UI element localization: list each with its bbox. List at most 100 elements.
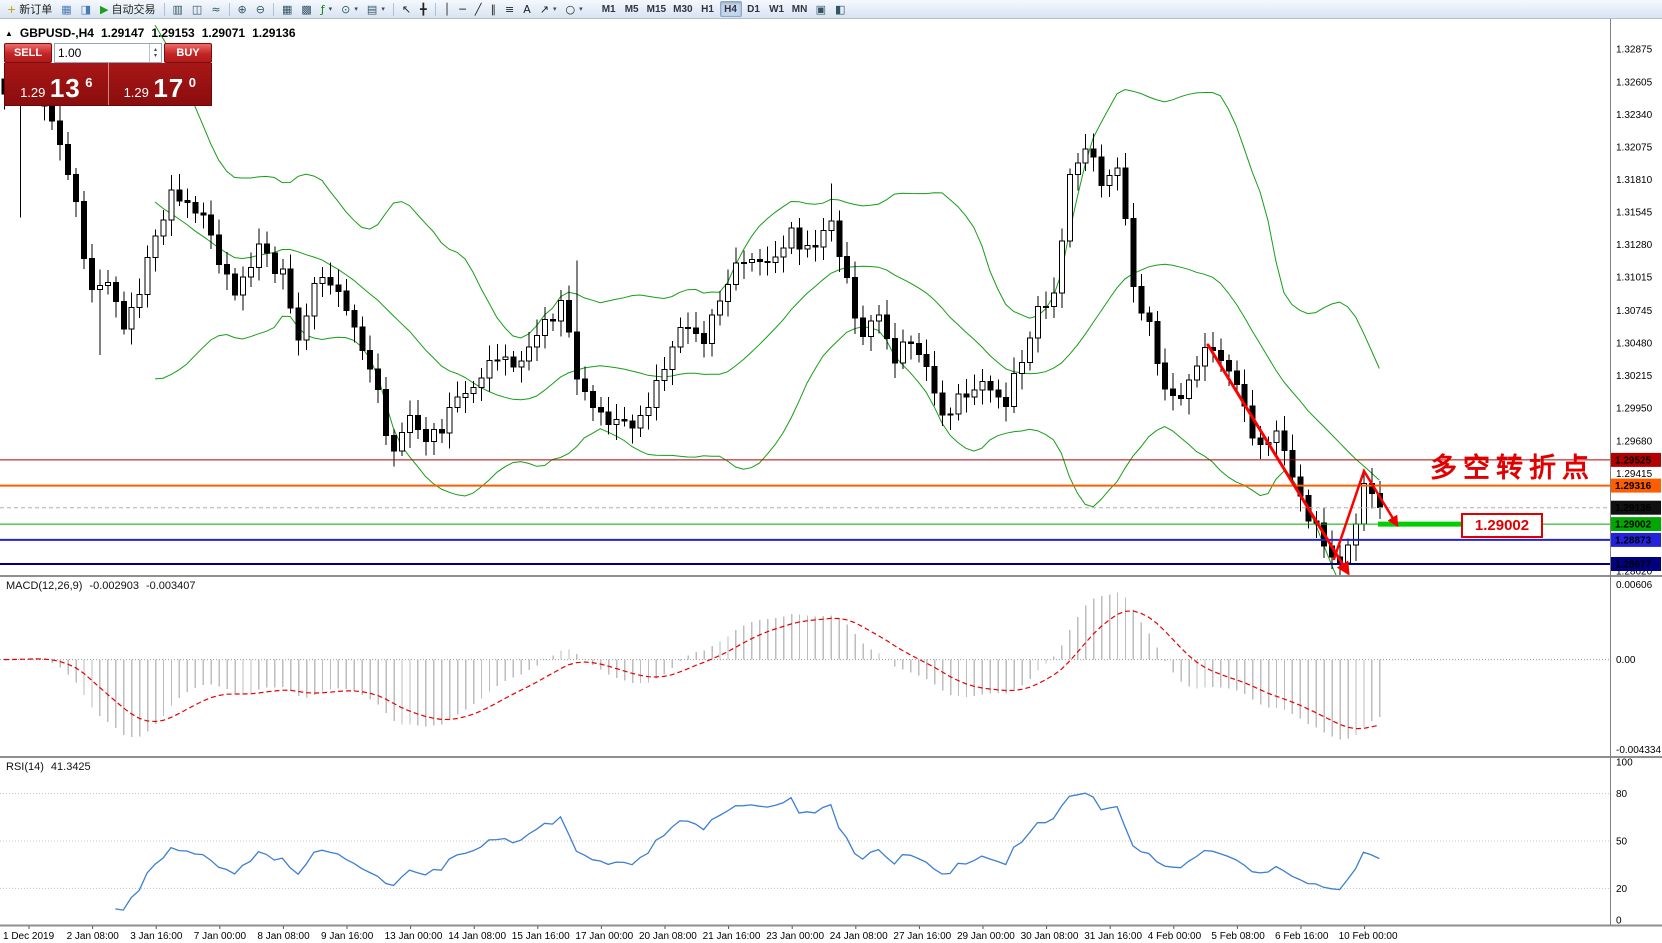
- buy-price-big: 17: [153, 73, 185, 103]
- time-label: 2 Jan 08:00: [67, 931, 120, 942]
- buy-button[interactable]: BUY: [164, 43, 212, 63]
- price-tag-text: 1.29002: [1615, 520, 1652, 531]
- one-click-trading-panel: SELL ▴ ▾ BUY 1.29 13 6 1.29 17 0: [4, 43, 212, 106]
- candlestick-chart-button[interactable]: ◫: [188, 1, 206, 18]
- time-label: 3 Jan 16:00: [130, 931, 183, 942]
- price-tag-text: 1.28677: [1615, 560, 1652, 571]
- price-tick: 1.30745: [1616, 306, 1653, 317]
- toolbar-separator: [434, 2, 436, 16]
- chart-canvas[interactable]: 1.32875 1.32605 1.32340 1.32075 1.31810 1.315…: [0, 19, 1662, 943]
- price-tick: 1.30215: [1616, 371, 1653, 382]
- lot-stepper[interactable]: ▴ ▾: [149, 44, 161, 62]
- sell-price-sup: 6: [85, 75, 93, 90]
- forecast-zigzag-arrow[interactable]: [1332, 468, 1399, 561]
- auto-trading-button-label: 自动交易: [111, 3, 156, 16]
- lot-size-field[interactable]: ▴ ▾: [54, 43, 162, 63]
- time-axis[interactable]: 1 Dec 2019 2 Jan 08:00 3 Jan 16:00 7 Jan 00…: [3, 926, 1398, 942]
- sell-price[interactable]: 1.29 13 6: [5, 63, 108, 105]
- dropdown-arrow-icon[interactable]: ▾: [354, 5, 358, 13]
- bollinger-upper-band: [154, 24, 1380, 369]
- price-tick: 1.29950: [1616, 403, 1653, 414]
- arrange-windows-button[interactable]: ▩: [297, 1, 315, 18]
- lot-decrease-icon[interactable]: ▾: [153, 53, 157, 59]
- timeframe-m15-button[interactable]: M15: [644, 1, 669, 17]
- chart-expand-icon[interactable]: ▲: [5, 28, 13, 38]
- timeframe-d1-button[interactable]: D1: [743, 1, 765, 17]
- timeframe-toolbar: M1 M5 M15 M30 H1 H4 D1 W1 MN: [598, 1, 811, 17]
- price-scale[interactable]: 1.32875 1.32605 1.32340 1.32075 1.31810 1.315…: [1611, 45, 1661, 578]
- time-label: 14 Jan 08:00: [448, 931, 506, 942]
- annotation-price-box[interactable]: 1.29002: [1461, 513, 1543, 538]
- zoom-out-button[interactable]: ⊖: [252, 1, 269, 18]
- timeframe-m1-button[interactable]: M1: [598, 1, 620, 17]
- line-chart-button[interactable]: ≈: [207, 1, 224, 18]
- time-label: 8 Jan 08:00: [257, 931, 310, 942]
- timeframe-w1-button[interactable]: W1: [766, 1, 788, 17]
- timeframe-mn-button[interactable]: MN: [789, 1, 811, 17]
- periods-button[interactable]: ⊙ ▾: [337, 1, 362, 18]
- navigator-button[interactable]: ◧: [831, 1, 849, 18]
- zoom-in-button[interactable]: ⊕: [234, 1, 251, 18]
- cursor-button[interactable]: ↖: [398, 1, 415, 18]
- price-tick: 1.29415: [1616, 469, 1653, 480]
- time-label: 9 Jan 16:00: [321, 931, 374, 942]
- crosshair-button[interactable]: ╋: [416, 1, 431, 18]
- indicators-button[interactable]: ƒ ▾: [317, 1, 336, 18]
- time-label: 5 Feb 08:00: [1211, 931, 1265, 942]
- rsi-line: [115, 792, 1380, 911]
- vertical-line-button[interactable]: │: [440, 1, 455, 18]
- annotation-arrows[interactable]: [1206, 343, 1399, 576]
- toolbar-left-group: + 新订单 ▦ ◨ ▶ 自动交易 ▥ ◫ ≈ ⊕ ⊖ ▦ ▩ ƒ ▾ ⊙ ▾ ▤ ▾ ↖ ╋ │ ─ ╱ ∥ ≡ A ↗ ▾ ○ ▾: [3, 1, 587, 18]
- timeframe-m30-button[interactable]: M30: [670, 1, 695, 17]
- channel-button[interactable]: ∥: [487, 1, 501, 18]
- sell-price-base: 1.29: [20, 85, 46, 100]
- lot-size-input[interactable]: [55, 44, 149, 62]
- rsi-scale-label: 80: [1616, 789, 1628, 800]
- profiles-button[interactable]: ◨: [77, 1, 95, 18]
- dropdown-arrow-icon[interactable]: ▾: [328, 5, 333, 13]
- ohlc-low: 1.29071: [201, 26, 246, 40]
- tile-windows-button[interactable]: ▦: [278, 1, 296, 18]
- timeframe-h4-button[interactable]: H4: [719, 1, 742, 17]
- bid-ask-display: 1.29 13 6 1.29 17 0: [4, 63, 212, 106]
- shapes-button[interactable]: ○ ▾: [562, 1, 587, 18]
- decline-trend-arrow[interactable]: [1206, 343, 1350, 576]
- time-label: 29 Jan 00:00: [957, 931, 1015, 942]
- price-tag: [1611, 478, 1661, 493]
- arrows-button[interactable]: ↗ ▾: [536, 1, 561, 18]
- time-label: 24 Jan 08:00: [830, 931, 888, 942]
- chart-symbol-period: GBPUSD-,H4: [19, 26, 94, 40]
- timeframe-m5-button[interactable]: M5: [621, 1, 643, 17]
- dropdown-arrow-icon[interactable]: ▾: [381, 5, 385, 13]
- channel-icon: ∥: [490, 2, 497, 16]
- shapes-icon: ○: [565, 2, 576, 16]
- text-button[interactable]: A: [519, 1, 535, 18]
- horizontal-line-button[interactable]: ─: [455, 1, 470, 18]
- price-divider: [107, 63, 109, 105]
- auto-trading-button[interactable]: ▶ 自动交易: [96, 1, 159, 18]
- candles-layer: [1, 52, 1383, 575]
- buy-price[interactable]: 1.29 17 0: [109, 63, 212, 105]
- macd-scale-label: 0.00: [1616, 655, 1636, 666]
- trendline-button[interactable]: ╱: [471, 1, 486, 18]
- new-order-button[interactable]: + 新订单: [3, 1, 56, 18]
- new-chart-button[interactable]: ▦: [57, 1, 75, 18]
- price-tick: 1.32340: [1616, 110, 1653, 121]
- crosshair-icon: ╋: [420, 2, 427, 16]
- arrow-objects-icon: ↗: [539, 2, 550, 16]
- lot-increase-icon[interactable]: ▴: [153, 47, 157, 53]
- level-lines[interactable]: [0, 459, 1610, 565]
- dropdown-arrow-icon[interactable]: ▾: [553, 5, 557, 13]
- templates-button[interactable]: ▤ ▾: [363, 1, 389, 18]
- dropdown-arrow-icon[interactable]: ▾: [579, 5, 583, 13]
- annotation-turning-point[interactable]: 多空转折点: [1430, 453, 1595, 484]
- autotrade-play-icon: ▶: [100, 2, 109, 16]
- toolbar-separator: [272, 2, 274, 16]
- timeframe-h1-button[interactable]: H1: [697, 1, 719, 17]
- data-window-button[interactable]: ▣: [812, 1, 830, 18]
- fibonacci-button[interactable]: ≡: [501, 1, 518, 18]
- indicators-plus-icon: ƒ: [320, 2, 325, 16]
- time-label: 20 Jan 08:00: [639, 931, 697, 942]
- sell-button[interactable]: SELL: [4, 43, 52, 63]
- bar-chart-button[interactable]: ▥: [169, 1, 187, 18]
